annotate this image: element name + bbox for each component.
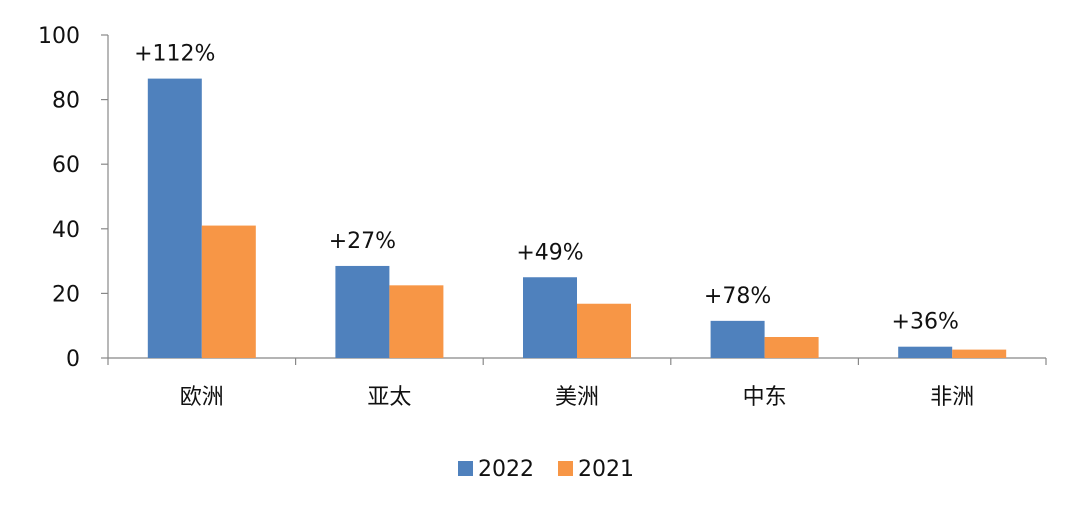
bar-2021-0 — [201, 225, 256, 358]
x-tick-label: 亚太 — [367, 385, 411, 410]
y-tick-label: 100 — [38, 24, 80, 49]
legend-label: 2021 — [578, 457, 634, 482]
growth-annotation: +36% — [892, 310, 959, 335]
growth-annotation: +49% — [516, 240, 583, 265]
x-tick-label: 非洲 — [930, 385, 974, 410]
legend: 2022 2021 — [458, 457, 634, 482]
labels: 欧洲 +112% 亚太 +27% 美洲 +49% 中东 +78% 非洲 +36% — [134, 42, 974, 410]
growth-annotation: +78% — [704, 284, 771, 309]
legend-swatch-2022 — [458, 461, 473, 476]
bar-2022-1 — [335, 265, 390, 358]
bar-2022-4 — [898, 346, 953, 358]
bar-2022-0 — [147, 78, 202, 358]
y-tick-label: 80 — [52, 89, 80, 114]
legend-swatch-2021 — [558, 461, 573, 476]
x-tick-label: 欧洲 — [180, 385, 224, 410]
x-tick-label: 美洲 — [555, 385, 599, 410]
growth-annotation: +112% — [134, 42, 215, 67]
y-tick-label: 40 — [52, 218, 80, 243]
bars — [147, 78, 1007, 358]
x-tick-label: 中东 — [743, 385, 787, 410]
y-tick-label: 0 — [66, 347, 80, 372]
y-tick-label: 60 — [52, 153, 80, 178]
bar-2021-2 — [577, 303, 631, 358]
bar-2021-4 — [952, 349, 1007, 358]
axes: 0 20 40 60 80 100 — [38, 24, 1047, 372]
growth-annotation: +27% — [329, 229, 396, 254]
y-tick-label: 20 — [52, 282, 80, 307]
bar-2022-2 — [523, 277, 577, 358]
bar-2021-1 — [389, 285, 444, 358]
bar-2022-3 — [710, 320, 765, 358]
legend-label: 2022 — [478, 457, 534, 482]
bar-2021-3 — [764, 337, 819, 358]
